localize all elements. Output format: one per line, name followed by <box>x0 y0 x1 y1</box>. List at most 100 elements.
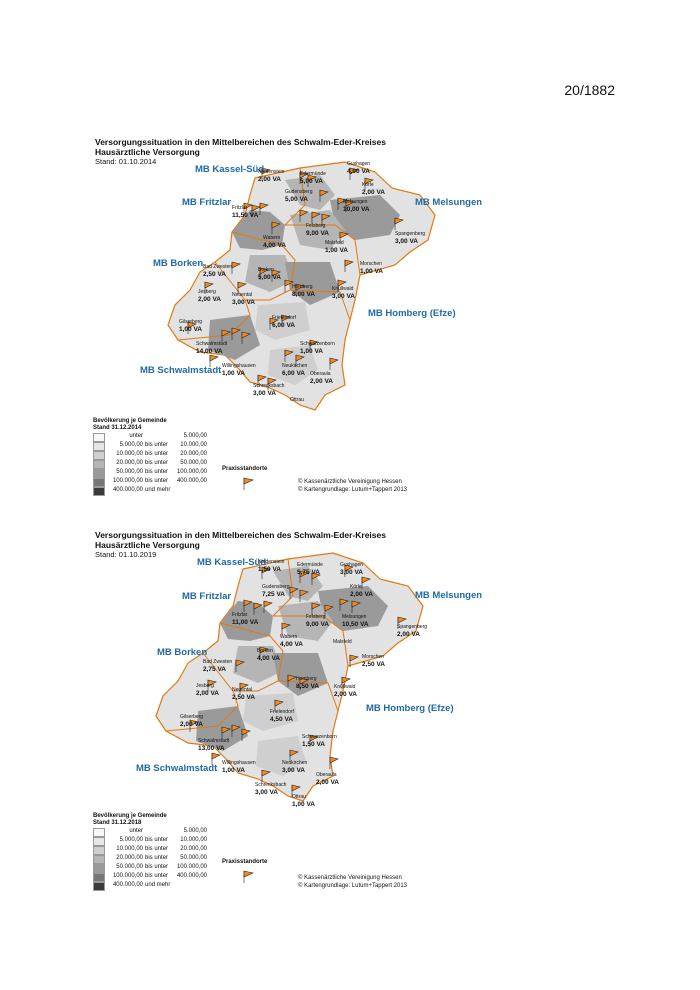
legend-row: 50.000,00 bis unter 100.000,00 <box>93 863 243 873</box>
region-label-melsungen: MB Melsungen <box>415 590 483 601</box>
town-label: Neukirchen 6,00 VA <box>282 363 308 377</box>
town-label: Spangenberg 3,00 VA <box>395 231 426 245</box>
map-panel-2014: Versorgungssituation in den Mittelbereic… <box>93 137 482 496</box>
town-label: Neukirchen 3,00 VA <box>282 760 308 774</box>
town-label: Körle 2,00 VA <box>350 584 374 598</box>
town-label: Schwarzenborn 1,50 VA <box>302 734 337 748</box>
map-panel-2019: Versorgungssituation in den Mittelbereic… <box>0 495 700 990</box>
legend-row: 400.000,00 und mehr <box>93 881 243 891</box>
praxis-flag-icon <box>243 870 254 883</box>
town-label: Edermünde 5,00 VA <box>300 171 326 185</box>
legend-row: 5.000,00 bis unter 10.000,00 <box>93 836 243 846</box>
flags-2019 <box>189 564 407 797</box>
town-label: Schrecksbach 3,00 VA <box>253 383 285 397</box>
population-legend: Bevölkerung je Gemeinde Stand 31.12.2014… <box>93 418 243 496</box>
town-label: Felsberg 9,00 VA <box>306 614 330 628</box>
legend-row: 10.000,00 bis unter 20.000,00 <box>93 845 243 855</box>
town-label: Gilserberg 2,00 VA <box>180 714 204 728</box>
municipality-schwalmstadt <box>208 315 260 360</box>
town-label: Edermünde 5,75 VA <box>297 562 323 576</box>
praxis-label: Praxisstandorte <box>222 859 268 865</box>
region-label-schwalmstadt: MB Schwalmstadt <box>140 365 222 376</box>
town-label: Guxhagen 4,00 VA <box>347 161 371 175</box>
map-title: Versorgungssituation in den Mittelbereic… <box>95 137 386 147</box>
town-label: Willingshausen 1,00 VA <box>222 760 256 774</box>
town-label: Borken 5,00 VA <box>258 267 282 281</box>
municipality-borken <box>245 255 295 292</box>
town-label: Spangenberg 2,00 VA <box>397 624 428 638</box>
legend-stand: Stand 31.12.2014 <box>93 425 142 431</box>
town-label: Körle 2,00 VA <box>362 182 386 196</box>
legend-stand: Stand 31.12.2018 <box>93 820 142 826</box>
map-stand-date: Stand: 01.10.2019 <box>95 550 157 559</box>
municipality-felsberg <box>278 601 333 641</box>
municipality-neukirchen <box>268 345 318 385</box>
town-label: Neuental 2,50 VA <box>232 687 256 701</box>
map-header: Versorgungssituation in den Mittelbereic… <box>95 530 386 560</box>
town-label: Wabern 4,00 VA <box>263 235 287 249</box>
municipality-neukirchen <box>256 736 306 776</box>
town-label: Gudensberg 5,00 VA <box>285 189 313 203</box>
map-credits: © Kassenärztliche Vereinigung Hessen © K… <box>298 875 407 889</box>
town-label: Oberaula 2,00 VA <box>310 371 334 385</box>
map-header: Versorgungssituation in den Mittelbereic… <box>95 137 386 167</box>
town-label: Fritzlar 11,50 VA <box>232 205 259 219</box>
town-label: Wabern 4,00 VA <box>280 634 304 648</box>
municipality-borken <box>233 646 283 683</box>
town-label: Schwalmstadt 13,00 VA <box>198 738 230 752</box>
town-label: Malsfeld 1,00 VA <box>325 240 349 254</box>
town-label: Morschen 1,00 VA <box>360 261 384 275</box>
town-label: Neuental 3,00 VA <box>232 292 256 306</box>
town-label: Willingshausen 1,00 VA <box>222 363 256 377</box>
legend-title: Bevölkerung je Gemeinde <box>93 813 167 819</box>
town-label: Schrecksbach 3,00 VA <box>255 782 287 796</box>
town-label: Gudensberg 7,25 VA <box>262 584 290 598</box>
map-subtitle: Hausärztliche Versorgung <box>95 147 200 157</box>
region-label-borken: MB Borken <box>157 647 208 658</box>
legend-row: 5.000,00 bis unter 10.000,00 <box>93 441 243 451</box>
legend-row: 100.000,00 bis unter 400.000,00 <box>93 477 243 487</box>
town-label: Schwalmstadt 14,00 VA <box>196 341 228 355</box>
town-label: Frielendorf 6,00 VA <box>272 315 296 329</box>
map-title: Versorgungssituation in den Mittelbereic… <box>95 530 386 540</box>
town-label: Niedenstein 1,50 VA <box>258 559 285 573</box>
municipality-melsungen <box>318 586 388 631</box>
town-label: Melsungen 10,00 VA <box>343 199 370 213</box>
town-label: Jesberg 2,00 VA <box>198 289 222 303</box>
municipality-edermuende <box>273 566 323 601</box>
legend-row: 100.000,00 bis unter 400.000,00 <box>93 872 243 882</box>
region-label-kassel-sued: MB Kassel-Süd <box>195 164 265 175</box>
district-map <box>167 161 436 490</box>
town-label: Guxhagen 3,00 VA <box>340 562 364 576</box>
town-label: Gilserberg 1,00 VA <box>179 319 203 333</box>
municipality-melsungen <box>330 195 400 240</box>
municipality-felsberg <box>290 210 345 250</box>
legend-title: Bevölkerung je Gemeinde <box>93 418 167 424</box>
town-label: Felsberg 9,00 VA <box>306 223 330 237</box>
region-label-fritzlar: MB Fritzlar <box>182 197 232 208</box>
town-label: Bad Zwesten 2,50 VA <box>203 264 233 278</box>
town-label: Jesberg 2,00 VA <box>196 683 220 697</box>
municipality-edermuende <box>285 175 335 210</box>
region-label-fritzlar: MB Fritzlar <box>182 591 232 602</box>
town-label: Knüllwald 3,00 VA <box>332 286 356 300</box>
praxis-label: Praxisstandorte <box>222 466 268 472</box>
town-label: Knüllwald 2,00 VA <box>334 684 358 698</box>
municipality-fritzlar <box>232 210 285 250</box>
legend-row: 50.000,00 bis unter 100.000,00 <box>93 468 243 478</box>
town-label: Oberaula 2,00 VA <box>316 772 340 786</box>
flags-2014 <box>187 167 404 390</box>
town-label: Borken 4,00 VA <box>257 648 281 662</box>
legend-row: unter 5.000,00 <box>93 432 243 442</box>
map-subtitle: Hausärztliche Versorgung <box>95 540 200 550</box>
municipality-fritzlar <box>220 601 273 641</box>
municipality-homberg <box>285 262 340 305</box>
page-number: 20/1882 <box>564 82 615 98</box>
region-label-homberg: MB Homberg (Efze) <box>368 308 456 319</box>
legend-row: unter 5.000,00 <box>93 827 243 837</box>
legend-row: 400.000,00 und mehr <box>93 486 243 496</box>
legend-row: 20.000,00 bis unter 50.000,00 <box>93 854 243 864</box>
region-label-schwalmstadt: MB Schwalmstadt <box>136 763 218 774</box>
map-stand-date: Stand: 01.10.2014 <box>95 157 157 166</box>
town-label: Morschen 2,50 VA <box>362 654 386 668</box>
